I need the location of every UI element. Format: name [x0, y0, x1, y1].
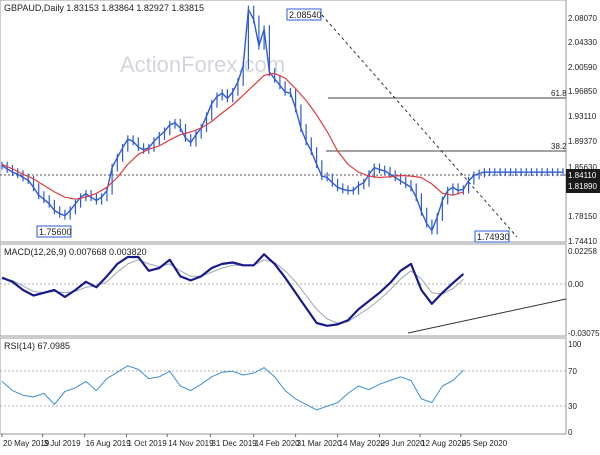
x-axis-label: 14 May 2020 — [339, 439, 386, 448]
rsi-line — [1, 365, 464, 411]
x-axis-label: 25 Sep 2020 — [462, 439, 508, 448]
x-axis-label: 14 Feb 2020 — [255, 439, 300, 448]
low-2020-label: 1.74930 — [477, 232, 510, 242]
price-tick: 1.93110 — [568, 112, 597, 121]
x-axis-label: 20 May 2019 — [3, 439, 50, 448]
down-trendline — [321, 14, 518, 238]
x-axis-label: 12 Aug 2020 — [421, 439, 466, 448]
rsi-panel-frame — [0, 337, 567, 435]
macd-line — [1, 253, 465, 327]
fib-61-8-label: 61.8 — [551, 89, 567, 98]
price-tick: 1.81890 — [568, 182, 597, 191]
x-axis-label: 3 Jul 2019 — [44, 439, 81, 448]
high-label: 2.08540 — [289, 10, 322, 20]
current-price-badge — [566, 169, 600, 193]
price-tick: 1.74410 — [568, 237, 597, 246]
price-tick: 1.96850 — [568, 87, 597, 96]
macd-tick: -0.03075 — [568, 329, 600, 338]
macd-series-layer — [1, 253, 465, 327]
x-axis-label: 31 Dec 2019 — [211, 439, 257, 448]
price-y-axis: 2.08070 2.04330 2.00590 1.96850 1.93110 … — [566, 14, 600, 246]
high-label-box — [286, 8, 322, 21]
low-2019-label-box — [36, 225, 72, 238]
sma-line — [1, 72, 464, 200]
low-2020-label-box — [474, 230, 510, 243]
macd-panel-title: MACD(12,26,9) 0.007668 0.003820 — [4, 247, 147, 257]
fib-38-2-label: 38.2 — [551, 142, 567, 151]
rsi-tick: 0 — [568, 428, 573, 437]
rsi-series-layer — [1, 365, 464, 411]
price-tick: 2.04330 — [568, 38, 597, 47]
rsi-panel-title: RSI(14) 67.0985 — [4, 341, 70, 351]
price-panel-title: GBPAUD,Daily 1.83153 1.83864 1.82927 1.8… — [4, 3, 204, 13]
rsi-tick: 30 — [568, 402, 577, 411]
macd-trendline — [407, 298, 567, 334]
price-tick: 1.78150 — [568, 212, 597, 221]
watermark-text: ActionForex.com — [120, 52, 285, 77]
x-axis-label: 29 Jun 2020 — [381, 439, 426, 448]
x-axis-label: 16 Aug 2019 — [86, 439, 131, 448]
price-close-line — [1, 8, 563, 232]
current-price-label: 1.84110 — [568, 171, 597, 180]
macd-y-axis: 0.02258 0.00 -0.03075 — [568, 247, 600, 338]
rsi-tick: 70 — [568, 367, 577, 376]
macd-tick: 0.02258 — [568, 247, 597, 256]
macd-signal-line — [1, 259, 464, 324]
macd-tick: 0.00 — [568, 280, 584, 289]
price-tick: 1.85630 — [568, 163, 597, 172]
x-axis-label: 31 Mar 2020 — [297, 439, 342, 448]
price-series-layer — [1, 5, 564, 235]
macd-panel-frame — [0, 243, 567, 337]
price-tick: 1.89370 — [568, 137, 597, 146]
price-tick: 2.00590 — [568, 63, 597, 72]
x-axis-label: 1 Oct 2019 — [128, 439, 168, 448]
rsi-tick: 100 — [568, 340, 582, 349]
rsi-y-axis: 100 70 30 0 — [568, 340, 582, 437]
low-2019-label: 1.75600 — [39, 227, 72, 237]
price-tick: 2.08070 — [568, 14, 597, 23]
price-panel-frame — [0, 0, 567, 243]
x-axis-label: 14 Nov 2019 — [168, 439, 214, 448]
